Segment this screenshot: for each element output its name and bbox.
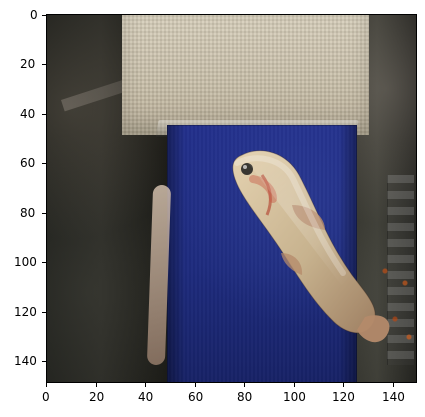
y-tick-mark-7: [42, 361, 46, 362]
blue-belt-left-shadow: [167, 125, 185, 382]
y-tick-mark-4: [42, 213, 46, 214]
y-tick-label-6: 120: [14, 305, 37, 319]
y-tick-mark-3: [42, 163, 46, 164]
y-tick-label-4: 80: [20, 206, 36, 220]
y-tick-mark-2: [42, 114, 46, 115]
x-tick-label-1: 20: [89, 390, 105, 404]
x-tick-label-4: 80: [237, 390, 253, 404]
conveyor-photo: [47, 15, 416, 382]
fish: [232, 150, 390, 343]
y-tick-label-2: 40: [20, 107, 36, 121]
y-tick-label-5: 100: [14, 255, 37, 269]
x-tick-mark-4: [244, 383, 245, 387]
fish-fin-bottom: [281, 253, 303, 275]
x-tick-mark-3: [195, 383, 196, 387]
y-tick-mark-6: [42, 312, 46, 313]
x-tick-mark-0: [46, 383, 47, 387]
y-tick-label-1: 20: [20, 57, 36, 71]
image-axes: [46, 14, 417, 383]
x-tick-label-5: 100: [283, 390, 306, 404]
y-tick-label-3: 60: [20, 156, 36, 170]
y-tick-mark-5: [42, 262, 46, 263]
x-tick-label-7: 140: [382, 390, 405, 404]
y-tick-label-0: 0: [30, 8, 38, 22]
y-tick-mark-1: [42, 64, 46, 65]
y-tick-mark-0: [42, 15, 46, 16]
x-tick-label-3: 60: [188, 390, 204, 404]
x-tick-label-2: 40: [138, 390, 154, 404]
x-tick-label-6: 120: [332, 390, 355, 404]
fish-tail: [357, 315, 390, 343]
x-tick-mark-2: [145, 383, 146, 387]
x-tick-mark-5: [294, 383, 295, 387]
x-tick-label-0: 0: [42, 390, 50, 404]
x-tick-mark-1: [96, 383, 97, 387]
x-tick-mark-7: [393, 383, 394, 387]
top-mesh-conveyor: [122, 15, 369, 135]
y-tick-label-7: 140: [14, 354, 37, 368]
x-tick-mark-6: [343, 383, 344, 387]
